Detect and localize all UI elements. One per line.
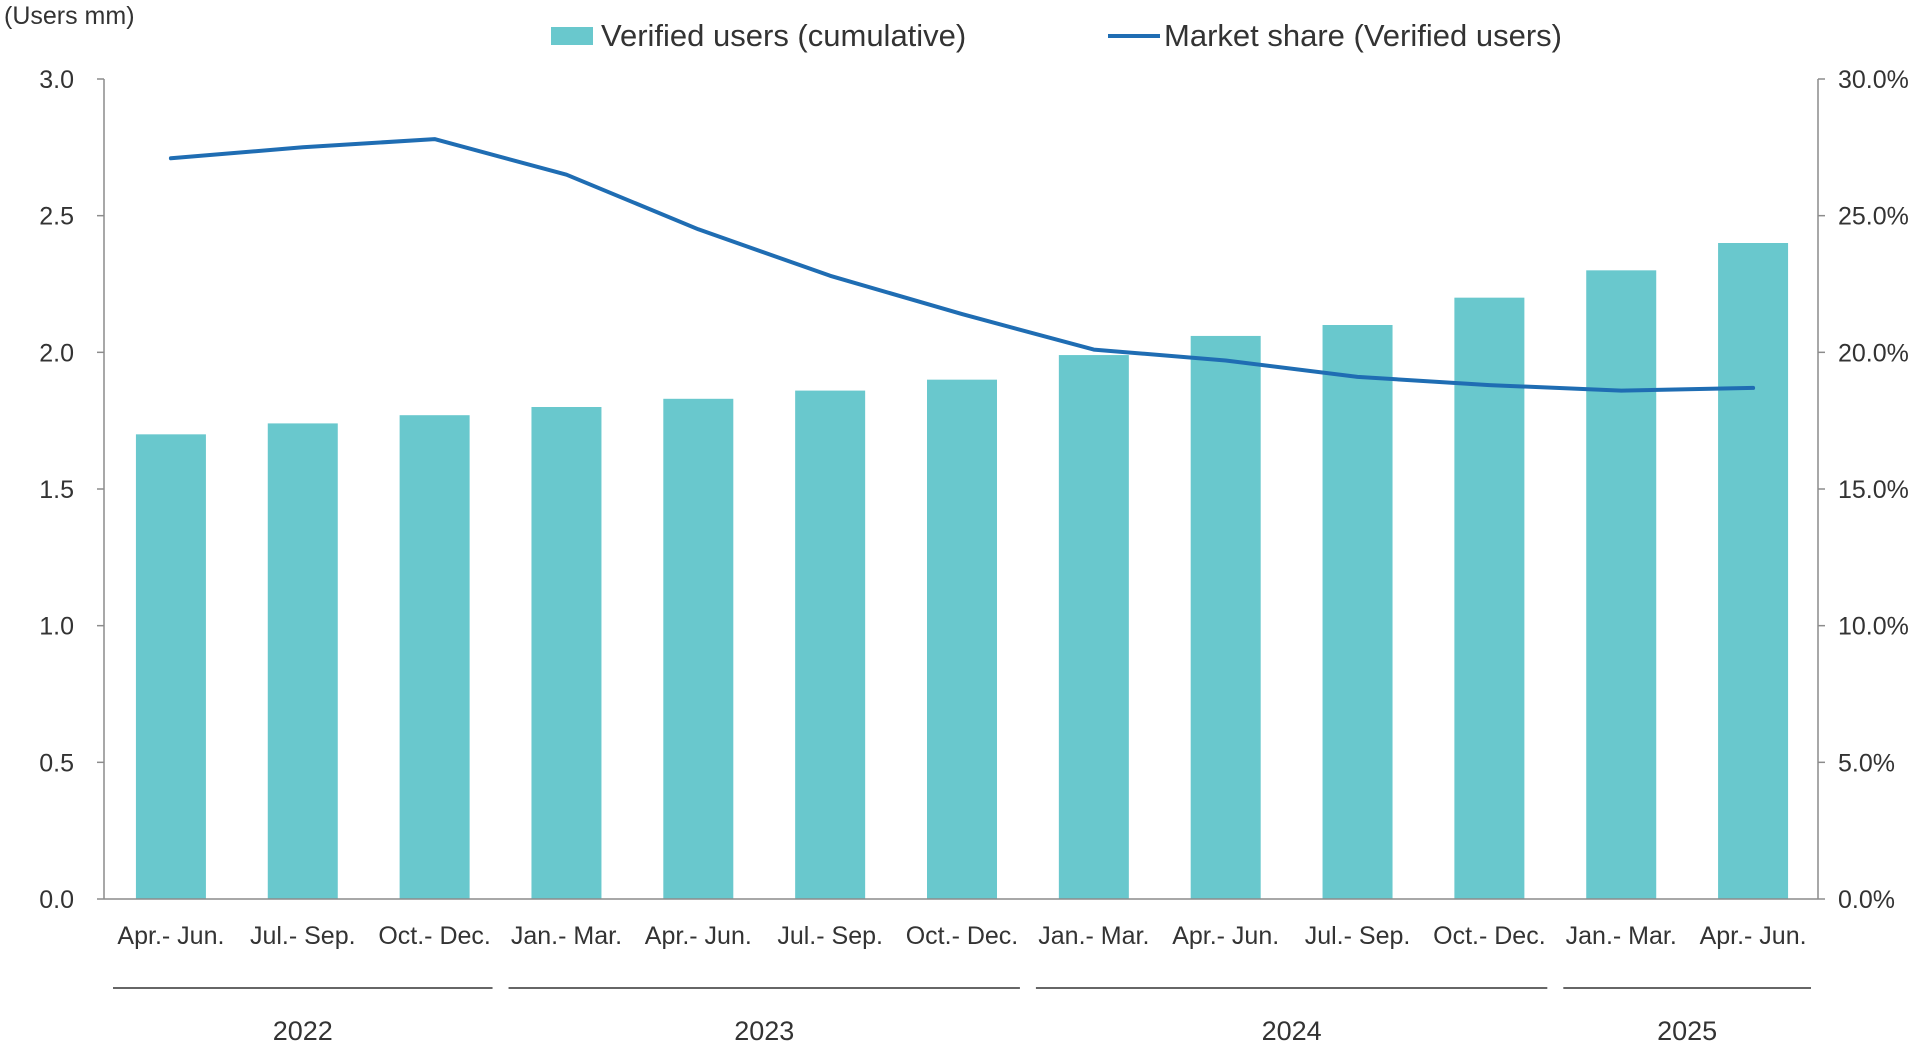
- bar-verified-users: [795, 390, 866, 899]
- x-tick-label: Jan.- Mar.: [511, 922, 622, 950]
- x-tick-label: Apr.- Jun.: [117, 922, 224, 950]
- bar-verified-users: [1058, 355, 1129, 900]
- right-tick-label: 15.0%: [1838, 476, 1909, 504]
- bar-verified-users: [1322, 325, 1393, 899]
- x-tick-label: Apr.- Jun.: [1700, 922, 1807, 950]
- x-tick-label: Apr.- Jun.: [1172, 922, 1279, 950]
- right-tick-label: 0.0%: [1838, 886, 1895, 914]
- left-tick-label: 0.0: [39, 886, 74, 914]
- right-tick-label: 30.0%: [1838, 66, 1909, 94]
- bar-verified-users: [1718, 243, 1789, 899]
- bar-verified-users: [663, 398, 734, 899]
- legend-item-bars: Verified users (cumulative): [551, 18, 966, 54]
- right-tick-label: 10.0%: [1838, 613, 1909, 641]
- bar-verified-users: [1190, 335, 1261, 899]
- bar-verified-users: [1454, 297, 1525, 900]
- x-tick-label: Jan.- Mar.: [1566, 922, 1677, 950]
- x-tick-label: Jul.- Sep.: [250, 922, 356, 950]
- year-group-label: 2022: [273, 1016, 333, 1046]
- legend-bar-swatch: [551, 27, 593, 45]
- bar-verified-users: [927, 379, 997, 900]
- x-tick-label: Apr.- Jun.: [645, 922, 752, 950]
- right-tick-label: 25.0%: [1838, 203, 1909, 231]
- x-tick-label: Oct.- Dec.: [378, 922, 491, 950]
- left-tick-label: 3.0: [39, 66, 74, 94]
- right-tick-label: 20.0%: [1838, 339, 1909, 367]
- year-group-label: 2023: [734, 1016, 794, 1046]
- left-tick-label: 2.0: [39, 339, 74, 367]
- bar-verified-users: [531, 407, 602, 899]
- year-group-label: 2025: [1657, 1016, 1717, 1046]
- right-tick-label: 5.0%: [1838, 749, 1895, 777]
- legend-bar-label: Verified users (cumulative): [601, 18, 967, 53]
- left-tick-label: 2.5: [39, 203, 74, 231]
- left-axis-unit-label: (Users mm): [4, 2, 135, 30]
- x-tick-label: Jan.- Mar.: [1038, 922, 1149, 950]
- x-tick-label: Oct.- Dec.: [906, 922, 1019, 950]
- left-tick-label: 1.5: [39, 476, 74, 504]
- x-tick-label: Oct.- Dec.: [1433, 922, 1546, 950]
- left-tick-label: 0.5: [39, 749, 74, 777]
- legend-line-label: Market share (Verified users): [1164, 18, 1562, 53]
- x-tick-label: Jul.- Sep.: [1305, 922, 1411, 950]
- legend-item-line: Market share (Verified users): [1108, 18, 1562, 54]
- x-tick-label: Jul.- Sep.: [777, 922, 883, 950]
- left-tick-label: 1.0: [39, 613, 74, 641]
- bar-verified-users: [267, 423, 338, 899]
- bar-verified-users: [135, 434, 206, 899]
- bar-verified-users: [1586, 270, 1657, 899]
- year-group-label: 2024: [1262, 1016, 1322, 1046]
- bar-verified-users: [399, 415, 470, 899]
- legend-line-swatch: [1108, 34, 1160, 38]
